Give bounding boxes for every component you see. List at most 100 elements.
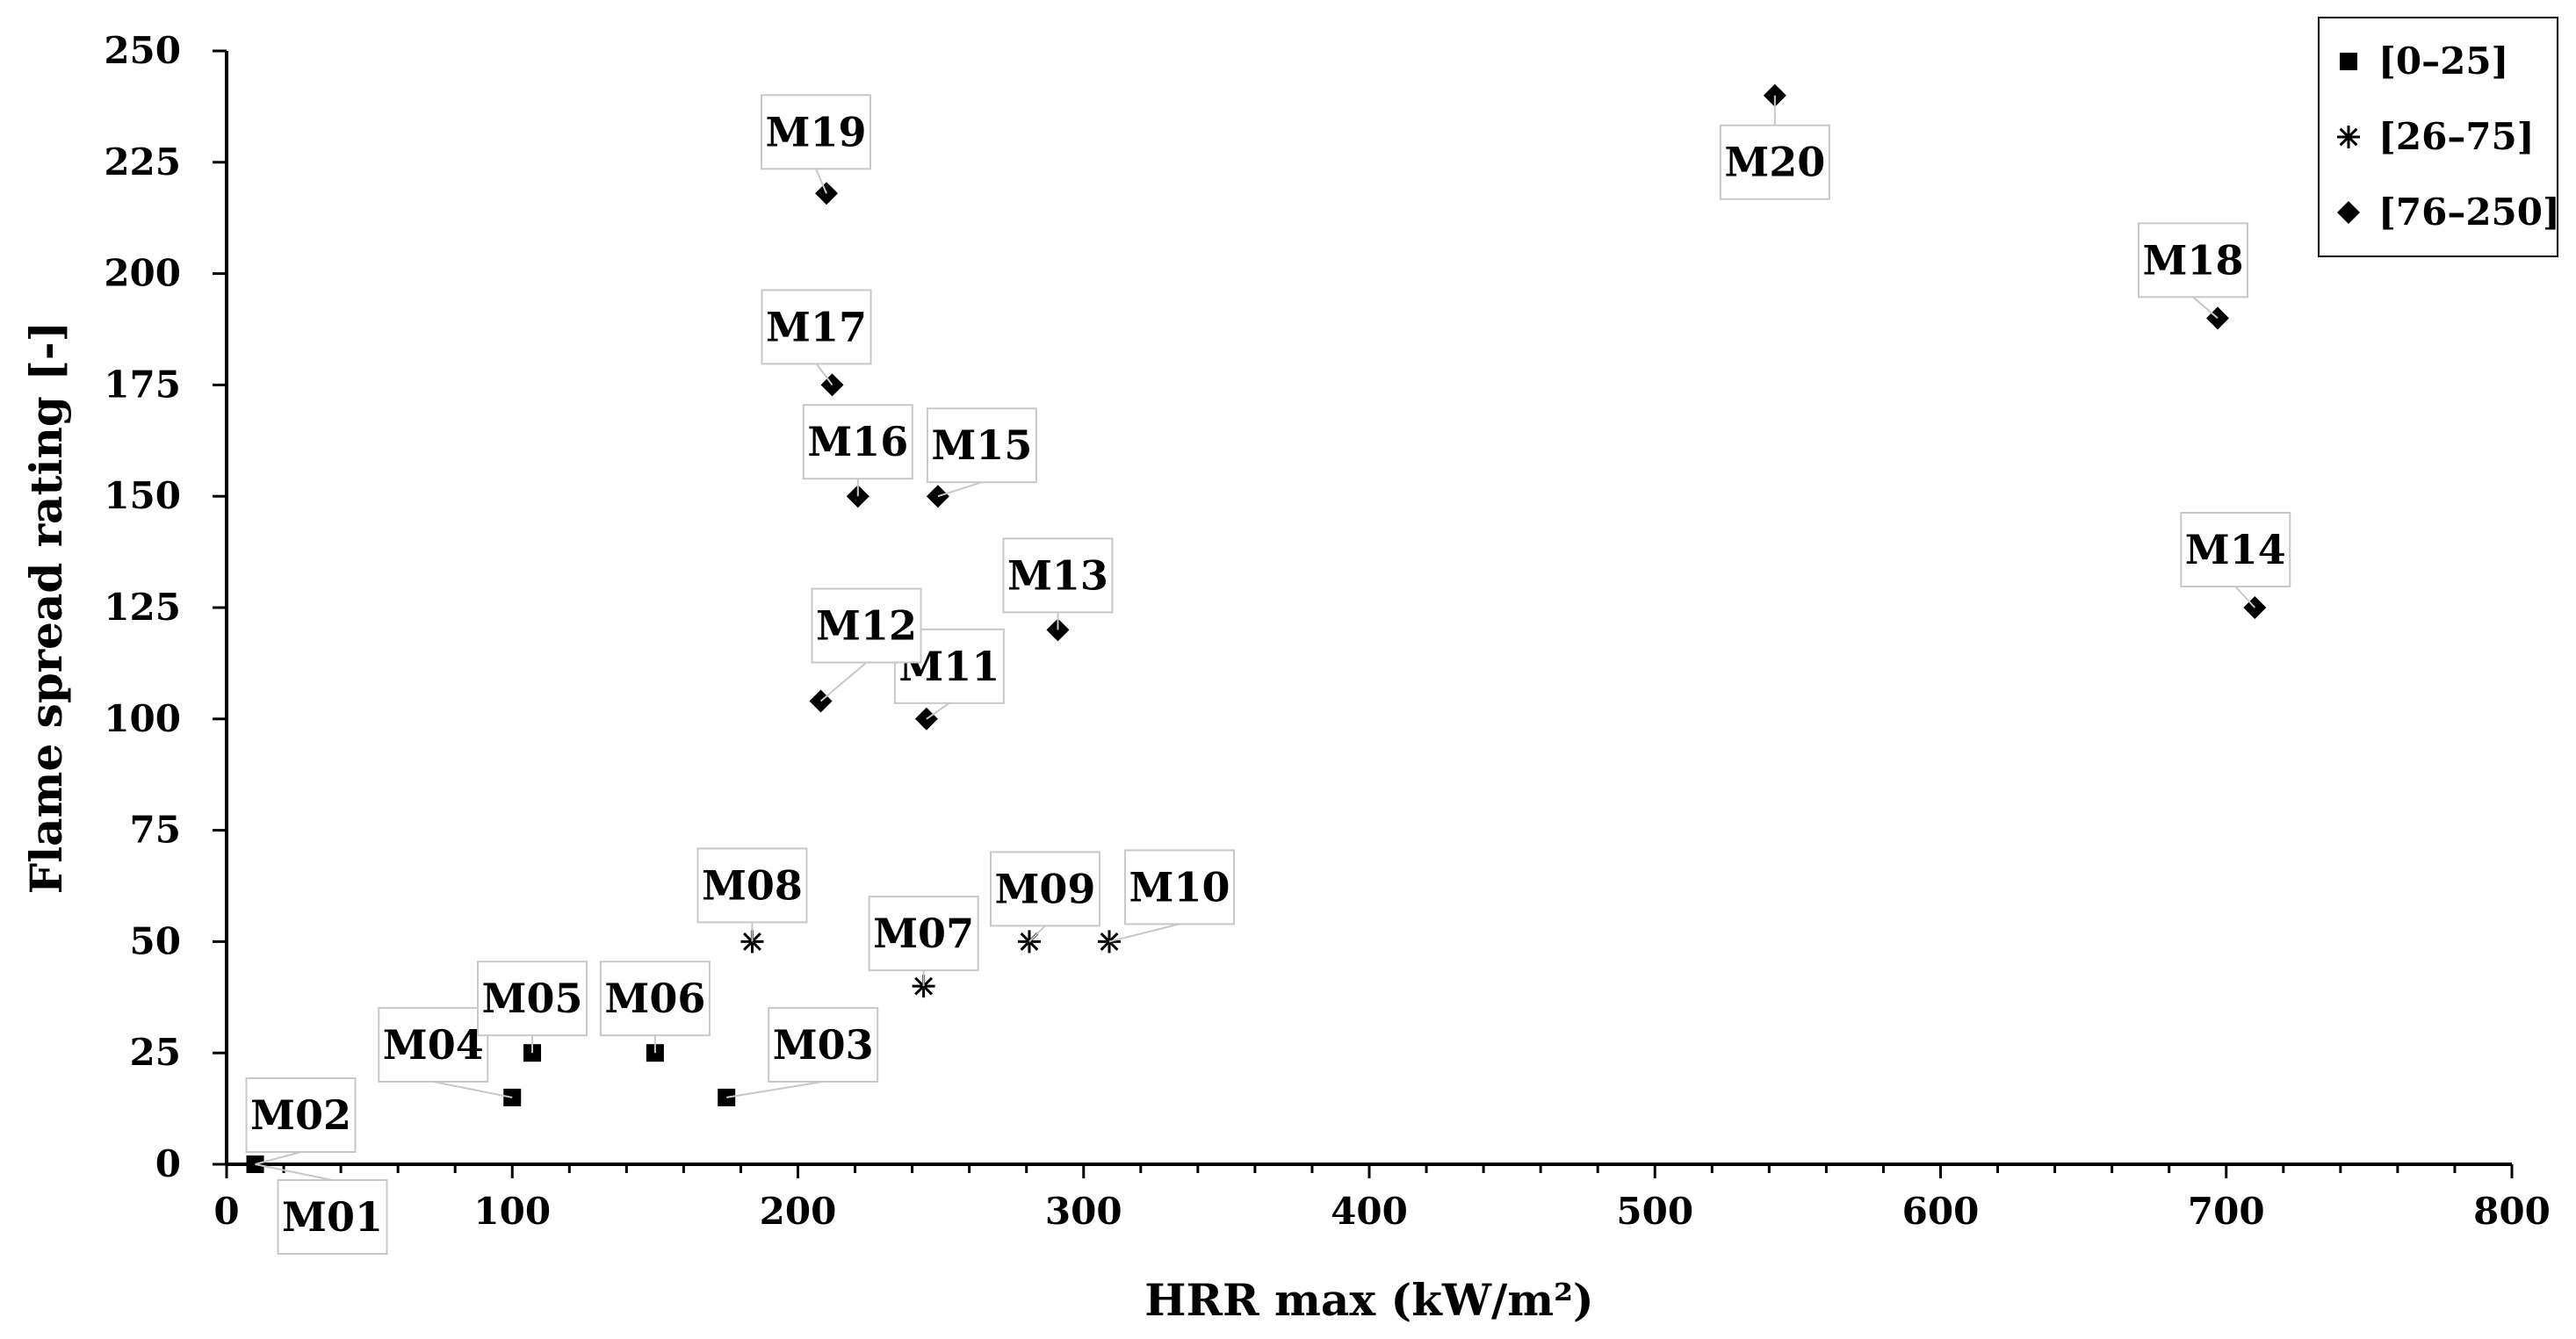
x-tick-label: 700: [2188, 1190, 2265, 1233]
point-label-box: [811, 587, 922, 664]
point-label-box: [245, 1077, 357, 1153]
y-tick-label: 250: [104, 29, 181, 72]
legend-marker: [2337, 201, 2360, 224]
point-label-box: [277, 1179, 388, 1255]
legend-marker: [2340, 53, 2357, 70]
legend-item-label: [26–75]: [2378, 115, 2535, 158]
point-label-text: M14: [2185, 526, 2286, 573]
point-label-leader: [819, 661, 868, 702]
point-label-text: M02: [250, 1091, 351, 1139]
point-label-text: M13: [1007, 551, 1108, 599]
point-label-box: [1124, 849, 1236, 925]
point-label-leader: [255, 1151, 301, 1165]
x-tick-label: 300: [1045, 1190, 1122, 1233]
point-label: M05: [477, 961, 588, 1054]
point-label: M15: [926, 407, 1037, 498]
point-label: M16: [802, 404, 913, 497]
y-tick-label: 75: [130, 809, 181, 852]
point-label-text: M19: [766, 108, 867, 155]
point-label-leader: [2234, 586, 2256, 608]
point-label: M14: [2180, 512, 2291, 608]
y-tick-label: 0: [155, 1142, 181, 1185]
legend-item-label: [0–25]: [2378, 40, 2508, 83]
point-label: M20: [1719, 95, 1830, 200]
point-label-text: M18: [2143, 236, 2244, 284]
legend-marker: [2337, 126, 2360, 148]
x-tick-label: 200: [760, 1190, 837, 1233]
point-label-leader: [726, 1080, 824, 1098]
point-label-text: M03: [773, 1021, 874, 1069]
point-label-leader: [815, 363, 833, 385]
x-tick-label: 500: [1616, 1190, 1693, 1233]
point-label: M03: [726, 1006, 879, 1098]
y-tick-label: 50: [130, 919, 181, 962]
point-label: M04: [378, 1006, 513, 1098]
point-label-box: [868, 896, 979, 972]
point-label-leader: [815, 168, 827, 194]
point-label-text: M12: [816, 602, 917, 650]
point-label: M06: [599, 961, 711, 1054]
point-label: M13: [1002, 537, 1114, 630]
y-axis-title: Flame spread rating [-]: [20, 321, 72, 895]
y-tick-label: 225: [104, 140, 181, 184]
point-label-box: [1719, 124, 1830, 200]
point-label-leader: [1108, 923, 1180, 943]
point-label-text: M17: [766, 303, 867, 350]
x-tick-label: 600: [1902, 1190, 1980, 1233]
point-label: M17: [761, 289, 872, 385]
point-label-text: M01: [282, 1193, 383, 1241]
y-tick-label: 100: [104, 697, 181, 740]
point-label: M01: [255, 1163, 388, 1255]
legend-item-label: [76–250]: [2378, 191, 2560, 234]
point-label-box: [802, 404, 913, 480]
x-tick-label: 0: [213, 1190, 239, 1233]
point-label: M18: [2137, 222, 2248, 320]
point-label-text: M15: [931, 421, 1032, 469]
point-label: M07: [868, 896, 979, 987]
y-tick-label: 175: [104, 363, 181, 406]
point-label-box: [768, 1006, 879, 1083]
point-label-box: [761, 94, 872, 170]
point-label-leader: [255, 1163, 333, 1181]
point-label-box: [2180, 512, 2291, 587]
point-label-box: [477, 961, 588, 1037]
point-label-leader: [926, 702, 950, 720]
x-tick-label: 800: [2473, 1190, 2551, 1233]
point-label: M09: [989, 851, 1100, 943]
point-label: M10: [1108, 849, 1236, 943]
point-label-text: M06: [604, 975, 705, 1022]
point-label-box: [599, 961, 711, 1037]
point-label-box: [1002, 537, 1114, 614]
point-label-leader: [2192, 296, 2219, 320]
point-label-box: [761, 289, 872, 365]
y-tick-label: 150: [104, 474, 181, 517]
point-label-text: M08: [702, 861, 803, 909]
legend: [0–25] [26–75] [76–250]: [2318, 17, 2560, 257]
y-tick-label: 25: [130, 1031, 181, 1074]
x-axis-title: HRR max (kW/m²): [1144, 1274, 1593, 1326]
point-label-box: [378, 1006, 489, 1083]
point-label-leader: [1028, 925, 1046, 943]
point-label: M19: [761, 94, 872, 194]
point-label: M12: [811, 587, 922, 702]
point-label-text: M09: [994, 865, 1095, 912]
y-tick-label: 125: [104, 586, 181, 629]
point-label-box: [989, 851, 1100, 927]
point-label-text: M07: [873, 910, 974, 957]
y-tick-label: 200: [104, 252, 181, 295]
point-label-leader: [937, 481, 983, 498]
point-label-text: M05: [482, 975, 583, 1022]
point-label-text: M16: [807, 418, 908, 465]
x-tick-label: 100: [473, 1190, 551, 1233]
point-label-box: [696, 847, 808, 924]
point-label: M02: [245, 1077, 357, 1165]
point-label-text: M04: [383, 1021, 484, 1069]
point-label-box: [926, 407, 1037, 484]
point-label: M08: [696, 847, 808, 942]
point-label-leader: [433, 1080, 513, 1098]
x-tick-label: 400: [1331, 1190, 1408, 1233]
point-label-text: M10: [1129, 863, 1230, 911]
